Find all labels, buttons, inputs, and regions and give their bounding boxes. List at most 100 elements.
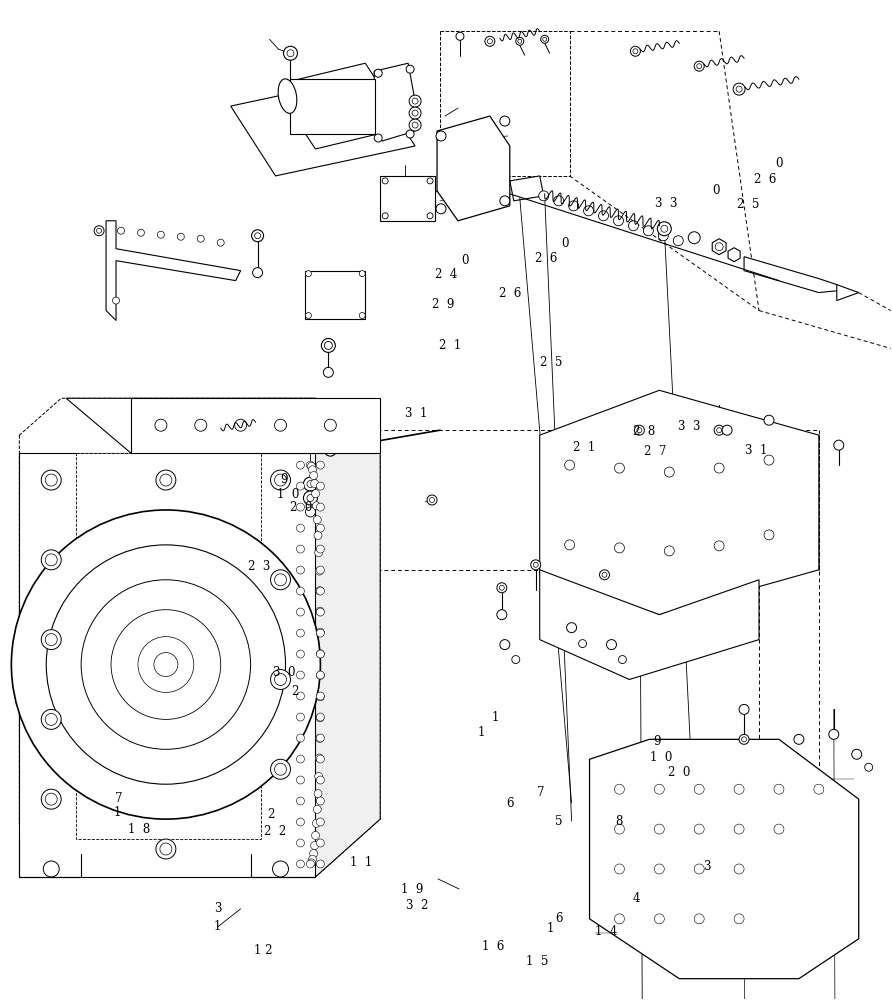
Circle shape [311, 831, 319, 839]
Circle shape [324, 367, 334, 377]
Circle shape [273, 861, 288, 877]
Text: 1  0: 1 0 [277, 488, 300, 501]
Circle shape [317, 503, 325, 511]
Circle shape [317, 608, 325, 616]
Circle shape [714, 425, 724, 435]
Circle shape [270, 570, 291, 590]
Circle shape [317, 755, 325, 763]
Circle shape [317, 713, 325, 721]
Circle shape [714, 541, 724, 551]
Circle shape [794, 734, 804, 744]
FancyBboxPatch shape [305, 271, 365, 319]
Circle shape [270, 670, 291, 689]
Circle shape [235, 419, 246, 431]
Polygon shape [231, 76, 415, 176]
Circle shape [657, 222, 672, 236]
Circle shape [296, 650, 304, 658]
Circle shape [312, 819, 320, 827]
Text: 1: 1 [214, 920, 221, 933]
Circle shape [834, 440, 844, 450]
Text: 0: 0 [775, 157, 782, 170]
Text: 2  2: 2 2 [264, 825, 286, 838]
Circle shape [252, 230, 263, 242]
Circle shape [814, 784, 824, 794]
Text: 3  3: 3 3 [679, 420, 701, 433]
Text: 2: 2 [291, 685, 299, 698]
Circle shape [565, 460, 574, 470]
Circle shape [774, 824, 784, 834]
Text: 1  0: 1 0 [650, 751, 673, 764]
Text: 2  1: 2 1 [440, 339, 461, 352]
Circle shape [325, 341, 333, 349]
Circle shape [309, 855, 317, 863]
Text: 6: 6 [555, 912, 563, 925]
Circle shape [315, 772, 323, 780]
Polygon shape [728, 248, 740, 262]
Circle shape [697, 64, 702, 69]
Polygon shape [540, 570, 759, 680]
Circle shape [409, 107, 421, 119]
Circle shape [296, 713, 304, 721]
Text: 1  9: 1 9 [401, 883, 424, 896]
Circle shape [296, 587, 304, 595]
Circle shape [308, 859, 316, 867]
Circle shape [655, 824, 665, 834]
Circle shape [310, 850, 318, 858]
Circle shape [213, 428, 219, 433]
Circle shape [317, 628, 325, 636]
Text: 2  4: 2 4 [434, 268, 458, 281]
FancyBboxPatch shape [380, 176, 435, 221]
Polygon shape [20, 453, 316, 877]
Text: 3  1: 3 1 [405, 407, 427, 420]
Circle shape [375, 69, 382, 77]
Circle shape [45, 634, 57, 646]
Circle shape [307, 481, 314, 488]
Text: 9: 9 [280, 473, 288, 486]
Circle shape [583, 206, 593, 216]
Circle shape [112, 297, 120, 304]
Text: 0: 0 [713, 184, 720, 197]
Circle shape [615, 784, 624, 794]
Circle shape [665, 546, 674, 556]
Circle shape [715, 243, 723, 251]
Circle shape [287, 50, 294, 57]
Circle shape [734, 864, 744, 874]
Circle shape [317, 671, 325, 679]
Circle shape [694, 914, 704, 924]
Circle shape [579, 640, 587, 648]
Polygon shape [291, 63, 390, 149]
Circle shape [317, 693, 325, 701]
Circle shape [741, 737, 747, 742]
Polygon shape [437, 116, 510, 221]
Text: 2  7: 2 7 [644, 445, 666, 458]
Circle shape [118, 227, 125, 234]
Circle shape [734, 784, 744, 794]
Circle shape [565, 540, 574, 550]
Text: 2  1: 2 1 [573, 441, 595, 454]
Circle shape [541, 35, 549, 43]
Circle shape [829, 729, 838, 739]
Circle shape [764, 415, 774, 425]
Circle shape [316, 734, 324, 742]
Text: 2  5: 2 5 [540, 356, 562, 369]
Text: 3  0: 3 0 [273, 666, 295, 679]
Circle shape [316, 607, 324, 615]
Circle shape [317, 587, 325, 595]
Circle shape [252, 268, 262, 278]
Circle shape [716, 428, 722, 433]
Text: 1  4: 1 4 [595, 925, 617, 938]
Circle shape [665, 467, 674, 477]
Circle shape [317, 818, 325, 826]
Circle shape [615, 824, 624, 834]
Circle shape [296, 482, 304, 490]
Circle shape [296, 818, 304, 826]
Circle shape [296, 566, 304, 574]
Circle shape [307, 495, 314, 501]
Circle shape [566, 623, 576, 633]
Circle shape [178, 233, 185, 240]
Circle shape [46, 545, 285, 784]
Circle shape [517, 39, 522, 43]
Circle shape [270, 759, 291, 779]
Circle shape [325, 444, 336, 456]
Circle shape [321, 338, 335, 352]
